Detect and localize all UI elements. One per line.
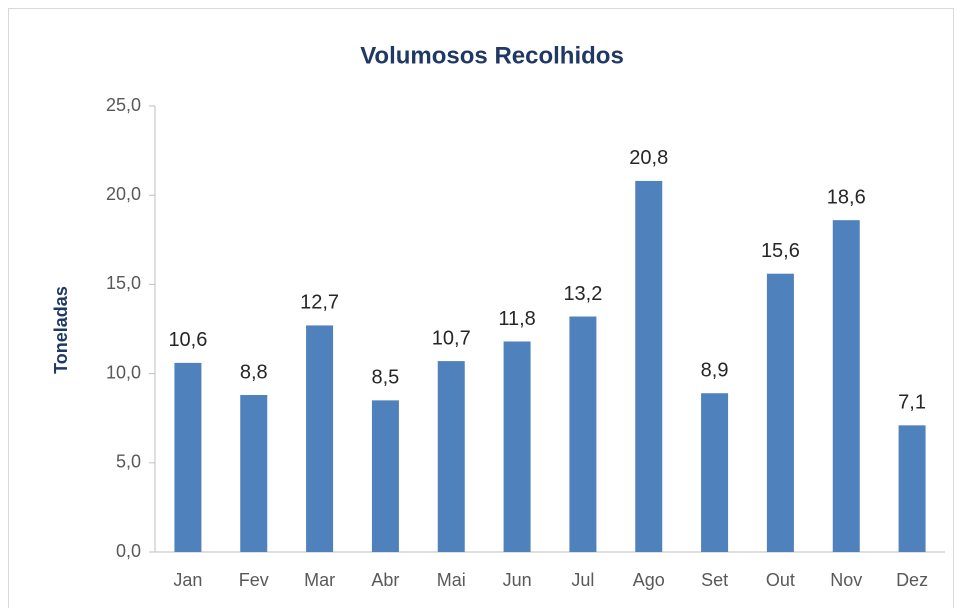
value-label: 8,9 xyxy=(701,360,729,382)
bar xyxy=(437,361,465,552)
bar xyxy=(766,273,794,552)
bar xyxy=(635,180,663,553)
y-tick-label: 0,0 xyxy=(116,541,141,561)
value-label: 11,8 xyxy=(498,308,535,330)
x-tick-label: Abr xyxy=(371,570,399,590)
value-label: 8,8 xyxy=(240,361,268,383)
y-tick-label: 10,0 xyxy=(106,362,141,382)
bar xyxy=(174,362,202,552)
x-tick-label: Ago xyxy=(633,570,665,590)
bar xyxy=(569,316,597,552)
x-tick-label: Jan xyxy=(173,570,202,590)
value-label: 10,7 xyxy=(432,327,471,349)
y-tick-label: 5,0 xyxy=(116,452,141,472)
bar xyxy=(240,395,268,552)
x-tick-label: Out xyxy=(766,570,795,590)
value-label: 10,6 xyxy=(168,329,207,351)
value-label: 15,6 xyxy=(761,240,800,262)
value-label: 7,1 xyxy=(898,392,926,414)
y-tick-label: 15,0 xyxy=(106,273,141,293)
chart-frame xyxy=(8,8,954,608)
x-tick-label: Jun xyxy=(503,570,532,590)
value-label: 18,6 xyxy=(827,186,866,208)
bar xyxy=(832,220,860,552)
x-tick-label: Nov xyxy=(830,570,862,590)
x-tick-label: Mar xyxy=(304,570,335,590)
y-axis-label: Toneladas xyxy=(51,286,71,374)
x-tick-label: Set xyxy=(701,570,728,590)
x-tick-label: Dez xyxy=(896,570,928,590)
chart-title: Volumosos Recolhidos xyxy=(360,42,624,69)
value-label: 12,7 xyxy=(300,292,339,314)
y-tick-label: 25,0 xyxy=(106,95,141,115)
bar xyxy=(503,341,531,552)
bar xyxy=(371,400,399,552)
value-label: 8,5 xyxy=(372,367,400,389)
bar xyxy=(701,393,729,552)
bar xyxy=(898,425,926,552)
x-tick-label: Fev xyxy=(239,570,269,590)
x-tick-label: Jul xyxy=(571,570,594,590)
value-label: 13,2 xyxy=(563,283,602,305)
x-tick-label: Mai xyxy=(437,570,466,590)
value-label: 20,8 xyxy=(629,147,668,169)
bar xyxy=(306,325,334,552)
y-tick-label: 20,0 xyxy=(106,184,141,204)
